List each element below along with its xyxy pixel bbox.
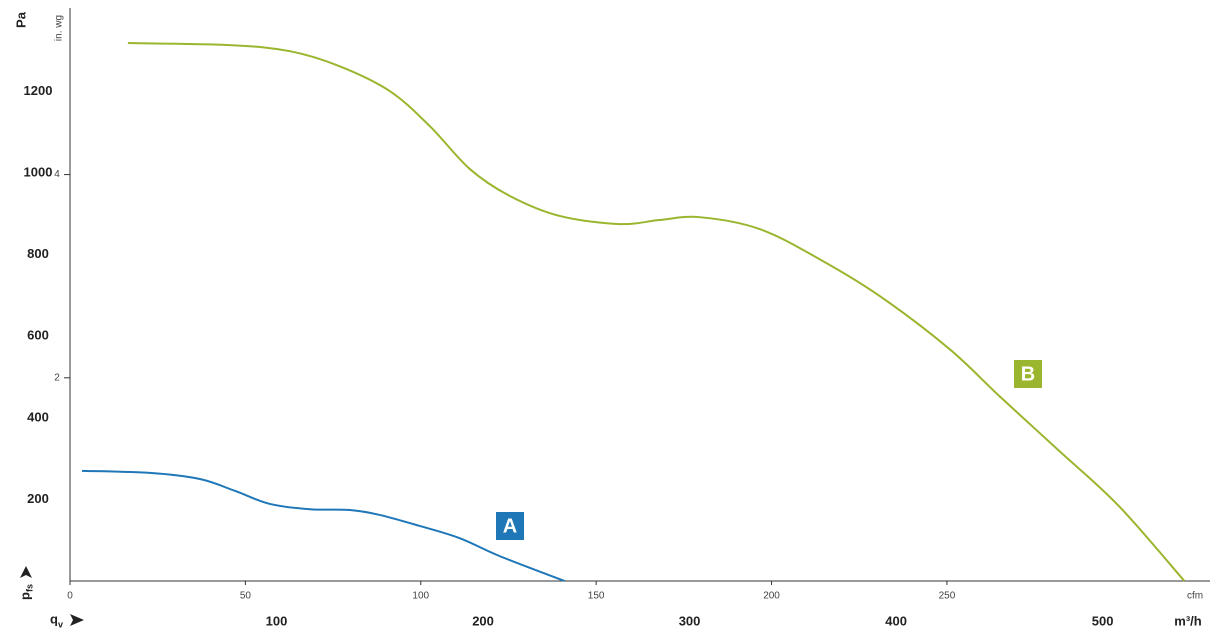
- x2-tick-label: 200: [472, 613, 494, 628]
- y-quantity-symbol: p: [17, 592, 32, 600]
- curve: [81, 469, 565, 582]
- y-label: Pa: [13, 11, 28, 28]
- y-tick-label: 600: [27, 328, 49, 343]
- x2-tick-label: 300: [679, 613, 701, 628]
- x-label: cfm: [1187, 591, 1203, 602]
- x-tick-label: 250: [939, 591, 956, 602]
- y-tick-label: 1200: [24, 83, 53, 98]
- x2-tick-label: 500: [1092, 613, 1114, 628]
- y-quantity-sub: fs: [24, 584, 34, 592]
- x-tick-label: 200: [763, 591, 780, 602]
- x-tick-label: 50: [240, 591, 252, 602]
- x-quantity-sub: v: [58, 619, 63, 629]
- y2-tick-label: 4: [54, 169, 60, 180]
- arrow: [20, 566, 32, 578]
- arrow: [70, 614, 84, 626]
- series-label-box: [496, 512, 524, 540]
- y2-tick-label: 2: [54, 372, 60, 383]
- x-quantity-symbol: q: [50, 611, 58, 626]
- series-label-box: [1014, 360, 1042, 388]
- x-quantity: q v: [50, 611, 84, 629]
- y-quantity: p fs: [17, 566, 34, 600]
- curve: [127, 42, 1186, 582]
- x2-label: m³/h: [1174, 613, 1202, 628]
- series-label: A: [503, 515, 517, 537]
- y2-label: in. wg: [54, 15, 65, 41]
- y-tick-label: 400: [27, 409, 49, 424]
- y-tick-label: 200: [27, 491, 49, 506]
- x-tick-label: 100: [412, 591, 429, 602]
- series-label: B: [1021, 363, 1035, 385]
- x2-tick-label: 100: [266, 613, 288, 628]
- x2-tick-label: 400: [885, 613, 907, 628]
- y-tick-label: 1000: [24, 165, 53, 180]
- x-tick-label: 150: [588, 591, 605, 602]
- y-tick-label: 800: [27, 246, 49, 261]
- x-tick-label: 0: [67, 591, 73, 602]
